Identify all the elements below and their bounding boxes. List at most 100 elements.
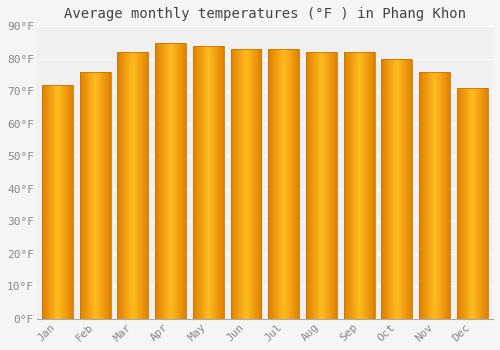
Bar	[206, 46, 207, 319]
Bar	[334, 52, 335, 319]
Bar	[394, 59, 395, 319]
Bar	[219, 46, 220, 319]
Bar	[72, 85, 73, 319]
Bar	[307, 52, 308, 319]
Bar	[367, 52, 368, 319]
Bar	[366, 52, 368, 319]
Bar	[49, 85, 50, 319]
Bar	[254, 49, 255, 319]
Bar	[173, 43, 174, 319]
Bar	[251, 49, 252, 319]
Bar	[60, 85, 62, 319]
Bar	[200, 46, 201, 319]
Bar	[312, 52, 313, 319]
Bar	[220, 46, 222, 319]
Bar	[408, 59, 410, 319]
Bar	[80, 72, 110, 319]
Bar	[42, 85, 43, 319]
Bar	[62, 85, 63, 319]
Bar	[103, 72, 104, 319]
Bar	[396, 59, 397, 319]
Bar	[204, 46, 206, 319]
Bar	[402, 59, 403, 319]
Bar	[449, 72, 450, 319]
Bar	[420, 72, 421, 319]
Bar	[384, 59, 385, 319]
Bar	[217, 46, 218, 319]
Bar	[144, 52, 146, 319]
Bar	[106, 72, 107, 319]
Bar	[474, 88, 475, 319]
Bar	[178, 43, 180, 319]
Bar	[361, 52, 362, 319]
Bar	[282, 49, 283, 319]
Bar	[360, 52, 361, 319]
Bar	[261, 49, 262, 319]
Bar	[57, 85, 58, 319]
Bar	[147, 52, 148, 319]
Bar	[268, 49, 269, 319]
Bar	[351, 52, 352, 319]
Bar	[163, 43, 164, 319]
Bar	[406, 59, 407, 319]
Bar	[288, 49, 290, 319]
Bar	[211, 46, 212, 319]
Bar	[359, 52, 360, 319]
Bar	[239, 49, 240, 319]
Bar	[389, 59, 390, 319]
Bar	[348, 52, 350, 319]
Bar	[83, 72, 84, 319]
Bar	[403, 59, 404, 319]
Bar	[81, 72, 82, 319]
Bar	[470, 88, 471, 319]
Bar	[371, 52, 372, 319]
Bar	[70, 85, 71, 319]
Bar	[373, 52, 374, 319]
Bar	[364, 52, 365, 319]
Bar	[482, 88, 483, 319]
Bar	[132, 52, 133, 319]
Bar	[356, 52, 358, 319]
Bar	[43, 85, 44, 319]
Bar	[280, 49, 281, 319]
Bar	[242, 49, 243, 319]
Bar	[97, 72, 98, 319]
Bar	[65, 85, 66, 319]
Bar	[252, 49, 253, 319]
Bar	[407, 59, 408, 319]
Bar	[430, 72, 431, 319]
Bar	[269, 49, 270, 319]
Bar	[159, 43, 160, 319]
Bar	[92, 72, 93, 319]
Bar	[198, 46, 199, 319]
Bar	[322, 52, 323, 319]
Bar	[256, 49, 257, 319]
Bar	[355, 52, 356, 319]
Bar	[462, 88, 463, 319]
Bar	[66, 85, 68, 319]
Bar	[50, 85, 51, 319]
Bar	[286, 49, 287, 319]
Bar	[109, 72, 110, 319]
Bar	[332, 52, 334, 319]
Bar	[63, 85, 64, 319]
Bar	[197, 46, 198, 319]
Bar	[400, 59, 402, 319]
Bar	[484, 88, 485, 319]
Bar	[295, 49, 296, 319]
Bar	[370, 52, 371, 319]
Bar	[160, 43, 161, 319]
Bar	[126, 52, 128, 319]
Bar	[258, 49, 259, 319]
Bar	[202, 46, 203, 319]
Bar	[215, 46, 216, 319]
Bar	[232, 49, 233, 319]
Bar	[168, 43, 169, 319]
Bar	[329, 52, 330, 319]
Bar	[316, 52, 317, 319]
Bar	[139, 52, 140, 319]
Bar	[345, 52, 346, 319]
Bar	[270, 49, 271, 319]
Bar	[146, 52, 147, 319]
Bar	[472, 88, 473, 319]
